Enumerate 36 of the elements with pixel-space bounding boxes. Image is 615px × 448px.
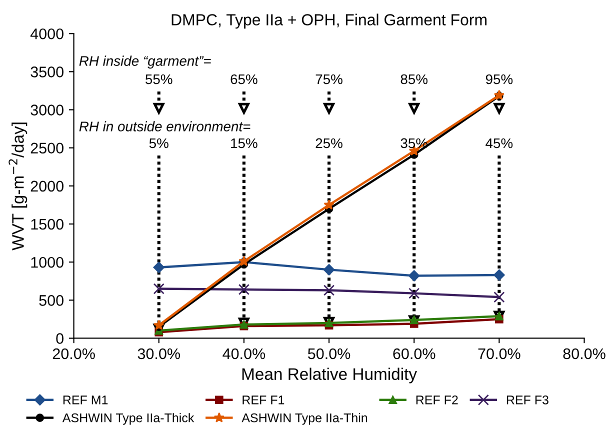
y-tick-label: 500 bbox=[39, 295, 64, 306]
y-tick-label: 4000 bbox=[30, 28, 64, 40]
legend-label: REF F2 bbox=[416, 396, 458, 404]
annotation: RH inside “garment”= bbox=[79, 56, 211, 69]
y-tick-label: 2000 bbox=[30, 180, 64, 192]
legend-label: REF F1 bbox=[242, 396, 284, 404]
annotation: 55% bbox=[146, 74, 172, 84]
y-tick-label: 3000 bbox=[30, 104, 64, 116]
y-tick-label: 0 bbox=[56, 333, 64, 344]
x-axis-title: Mean Relative Humidity bbox=[242, 368, 417, 384]
annotation: 65% bbox=[230, 74, 258, 84]
annotation: 15% bbox=[231, 138, 258, 148]
x-tick-label: 30.0% bbox=[138, 348, 180, 360]
y-tick-label: 1500 bbox=[31, 218, 64, 230]
legend-label: ASHWIN Type IIa-Thick bbox=[62, 413, 194, 425]
y-tick-label: 2500 bbox=[30, 142, 64, 154]
legend-label: REF F3 bbox=[506, 396, 548, 404]
annotation: 25% bbox=[316, 138, 342, 148]
annotation: 5% bbox=[149, 138, 168, 148]
y-tick-label: 1000 bbox=[31, 256, 64, 268]
x-tick-label: 80.0% bbox=[563, 348, 606, 360]
legend-label: ASHWIN Type IIa-Thin bbox=[242, 413, 368, 425]
annotation: 85% bbox=[400, 74, 428, 84]
annotation: 45% bbox=[486, 138, 513, 148]
x-tick-label: 60.0% bbox=[393, 348, 436, 360]
x-tick-label: 50.0% bbox=[308, 348, 350, 360]
x-tick-label: 20.0% bbox=[52, 348, 95, 360]
y-tick-label: 3500 bbox=[30, 66, 64, 78]
x-tick-label: 40.0% bbox=[222, 348, 266, 360]
annotation: 75% bbox=[316, 74, 342, 84]
legend-label: REF M1 bbox=[63, 396, 108, 404]
annotation: RH in outside environment= bbox=[79, 121, 250, 132]
x-tick-label: 70.0% bbox=[478, 348, 520, 360]
annotation: 95% bbox=[486, 74, 513, 84]
y-axis-title: WVT [g-m$^{−2}$/day] bbox=[8, 122, 28, 250]
chart-title: DMPC, Type IIa + OPH, Final Garment Form bbox=[172, 14, 486, 29]
